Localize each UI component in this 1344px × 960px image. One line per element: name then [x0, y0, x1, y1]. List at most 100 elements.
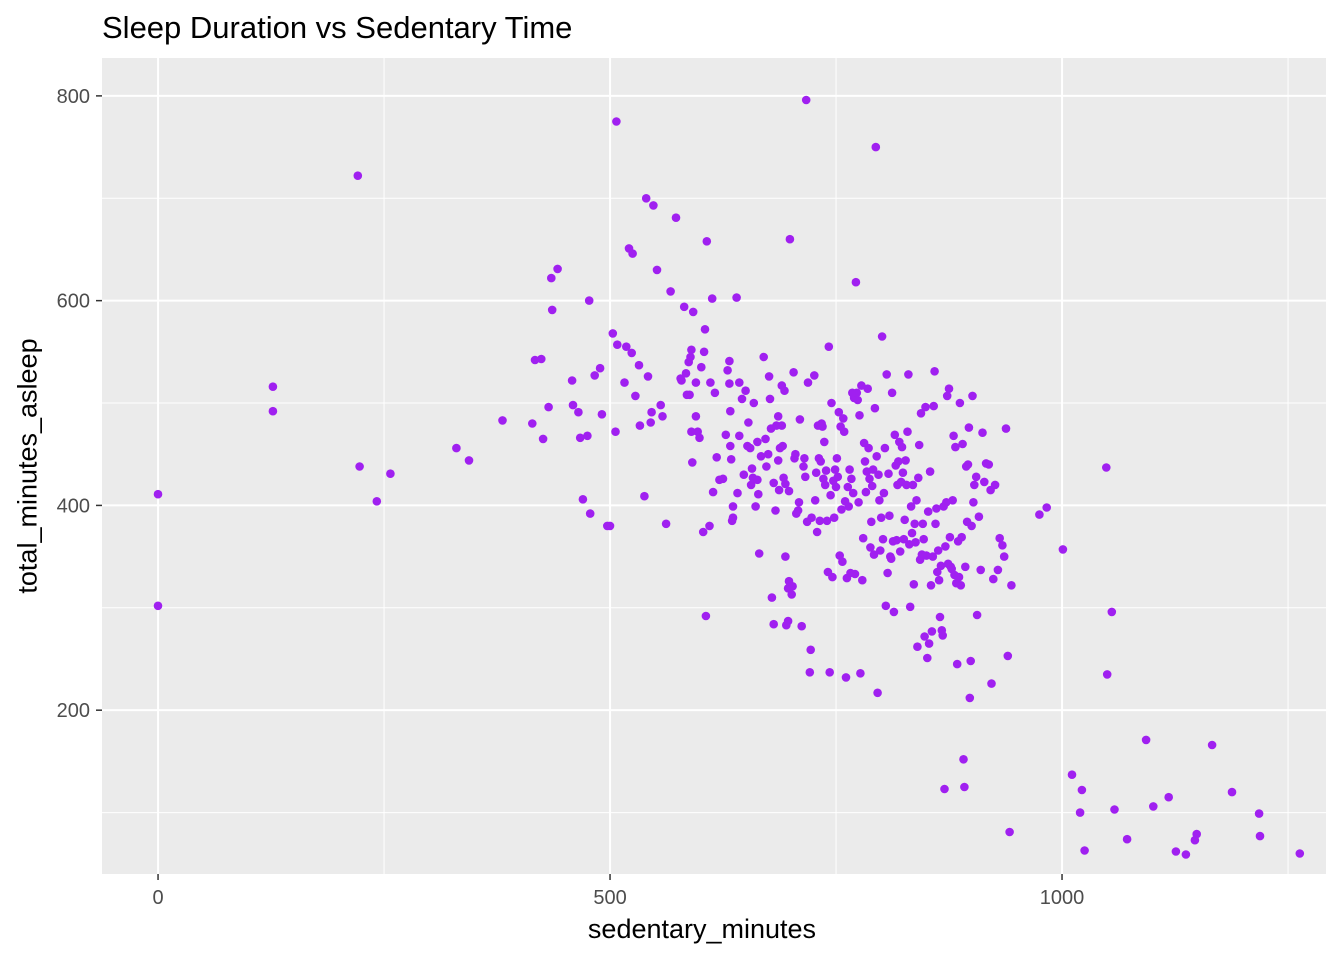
data-point	[1005, 827, 1014, 837]
x-axis-label: sedentary_minutes	[587, 914, 817, 944]
data-point	[895, 547, 905, 556]
data-point	[908, 480, 918, 490]
data-point	[547, 305, 557, 315]
data-point	[728, 502, 738, 511]
data-point	[763, 449, 773, 459]
data-point	[934, 575, 944, 585]
data-point	[839, 414, 848, 423]
data-point	[747, 464, 757, 473]
data-point	[753, 475, 762, 485]
data-point	[933, 567, 942, 577]
data-point	[873, 688, 882, 698]
data-point	[767, 593, 777, 602]
data-point	[528, 419, 537, 428]
data-point	[913, 642, 922, 651]
data-point	[778, 441, 787, 451]
data-point	[941, 542, 950, 551]
data-point	[568, 400, 578, 410]
data-point	[833, 472, 843, 482]
data-point	[641, 194, 651, 203]
data-point	[756, 452, 766, 461]
data-point	[1171, 847, 1181, 856]
data-point	[964, 423, 974, 432]
data-point	[1122, 834, 1132, 844]
data-point	[452, 443, 461, 453]
data-point	[837, 505, 846, 514]
data-point	[959, 755, 968, 764]
data-point	[793, 506, 803, 515]
data-point	[812, 527, 822, 537]
data-point	[886, 554, 896, 563]
data-point	[691, 412, 701, 421]
data-point	[876, 546, 885, 555]
data-point	[706, 378, 715, 387]
data-point	[868, 465, 878, 474]
data-point	[821, 466, 831, 475]
data-point	[353, 171, 363, 180]
data-point	[926, 581, 936, 590]
data-point	[739, 470, 749, 480]
data-point	[584, 296, 594, 305]
data-point	[858, 575, 867, 585]
data-point	[968, 391, 977, 401]
data-point	[967, 521, 976, 531]
data-point	[754, 549, 764, 558]
data-point	[268, 382, 278, 392]
data-point	[880, 443, 890, 453]
data-point	[905, 602, 915, 612]
data-point	[781, 552, 790, 561]
data-point	[938, 631, 947, 640]
data-point	[878, 534, 888, 544]
data-point	[918, 519, 928, 529]
data-point	[695, 433, 704, 443]
data-point	[1001, 424, 1011, 433]
data-point	[795, 415, 805, 424]
data-point	[744, 418, 753, 427]
data-point	[687, 427, 696, 437]
data-point	[774, 485, 784, 495]
data-point	[900, 515, 909, 525]
data-point	[634, 360, 644, 370]
data-point	[945, 532, 955, 542]
data-point	[854, 498, 863, 507]
data-point	[800, 454, 809, 463]
data-point	[771, 506, 780, 515]
data-point	[685, 390, 694, 400]
data-point	[691, 378, 701, 387]
data-point	[699, 347, 709, 357]
data-point	[923, 653, 932, 663]
data-point	[970, 480, 979, 490]
data-point	[725, 379, 734, 388]
data-point	[1007, 581, 1016, 590]
data-point	[1254, 809, 1264, 818]
data-point	[887, 388, 897, 398]
data-point	[965, 693, 975, 703]
data-point	[890, 430, 900, 440]
data-point	[826, 490, 835, 500]
data-point	[749, 398, 759, 408]
data-point	[844, 502, 853, 511]
data-point	[921, 402, 930, 412]
data-point	[733, 488, 742, 498]
data-point	[838, 557, 847, 566]
data-point	[925, 467, 935, 476]
data-point	[928, 552, 938, 561]
data-point	[952, 659, 962, 669]
data-point	[957, 532, 966, 542]
data-point	[914, 440, 924, 450]
data-point	[1192, 829, 1201, 839]
data-point	[464, 456, 474, 465]
data-point	[1067, 770, 1077, 779]
data-point	[712, 453, 721, 462]
data-point	[765, 394, 775, 404]
data-point	[1077, 785, 1087, 795]
data-point	[935, 612, 945, 622]
data-point	[681, 369, 691, 378]
data-point	[914, 473, 923, 483]
data-point	[803, 378, 813, 387]
data-point	[688, 307, 698, 317]
data-point	[834, 407, 844, 417]
data-point	[647, 407, 656, 417]
data-point	[954, 572, 964, 582]
